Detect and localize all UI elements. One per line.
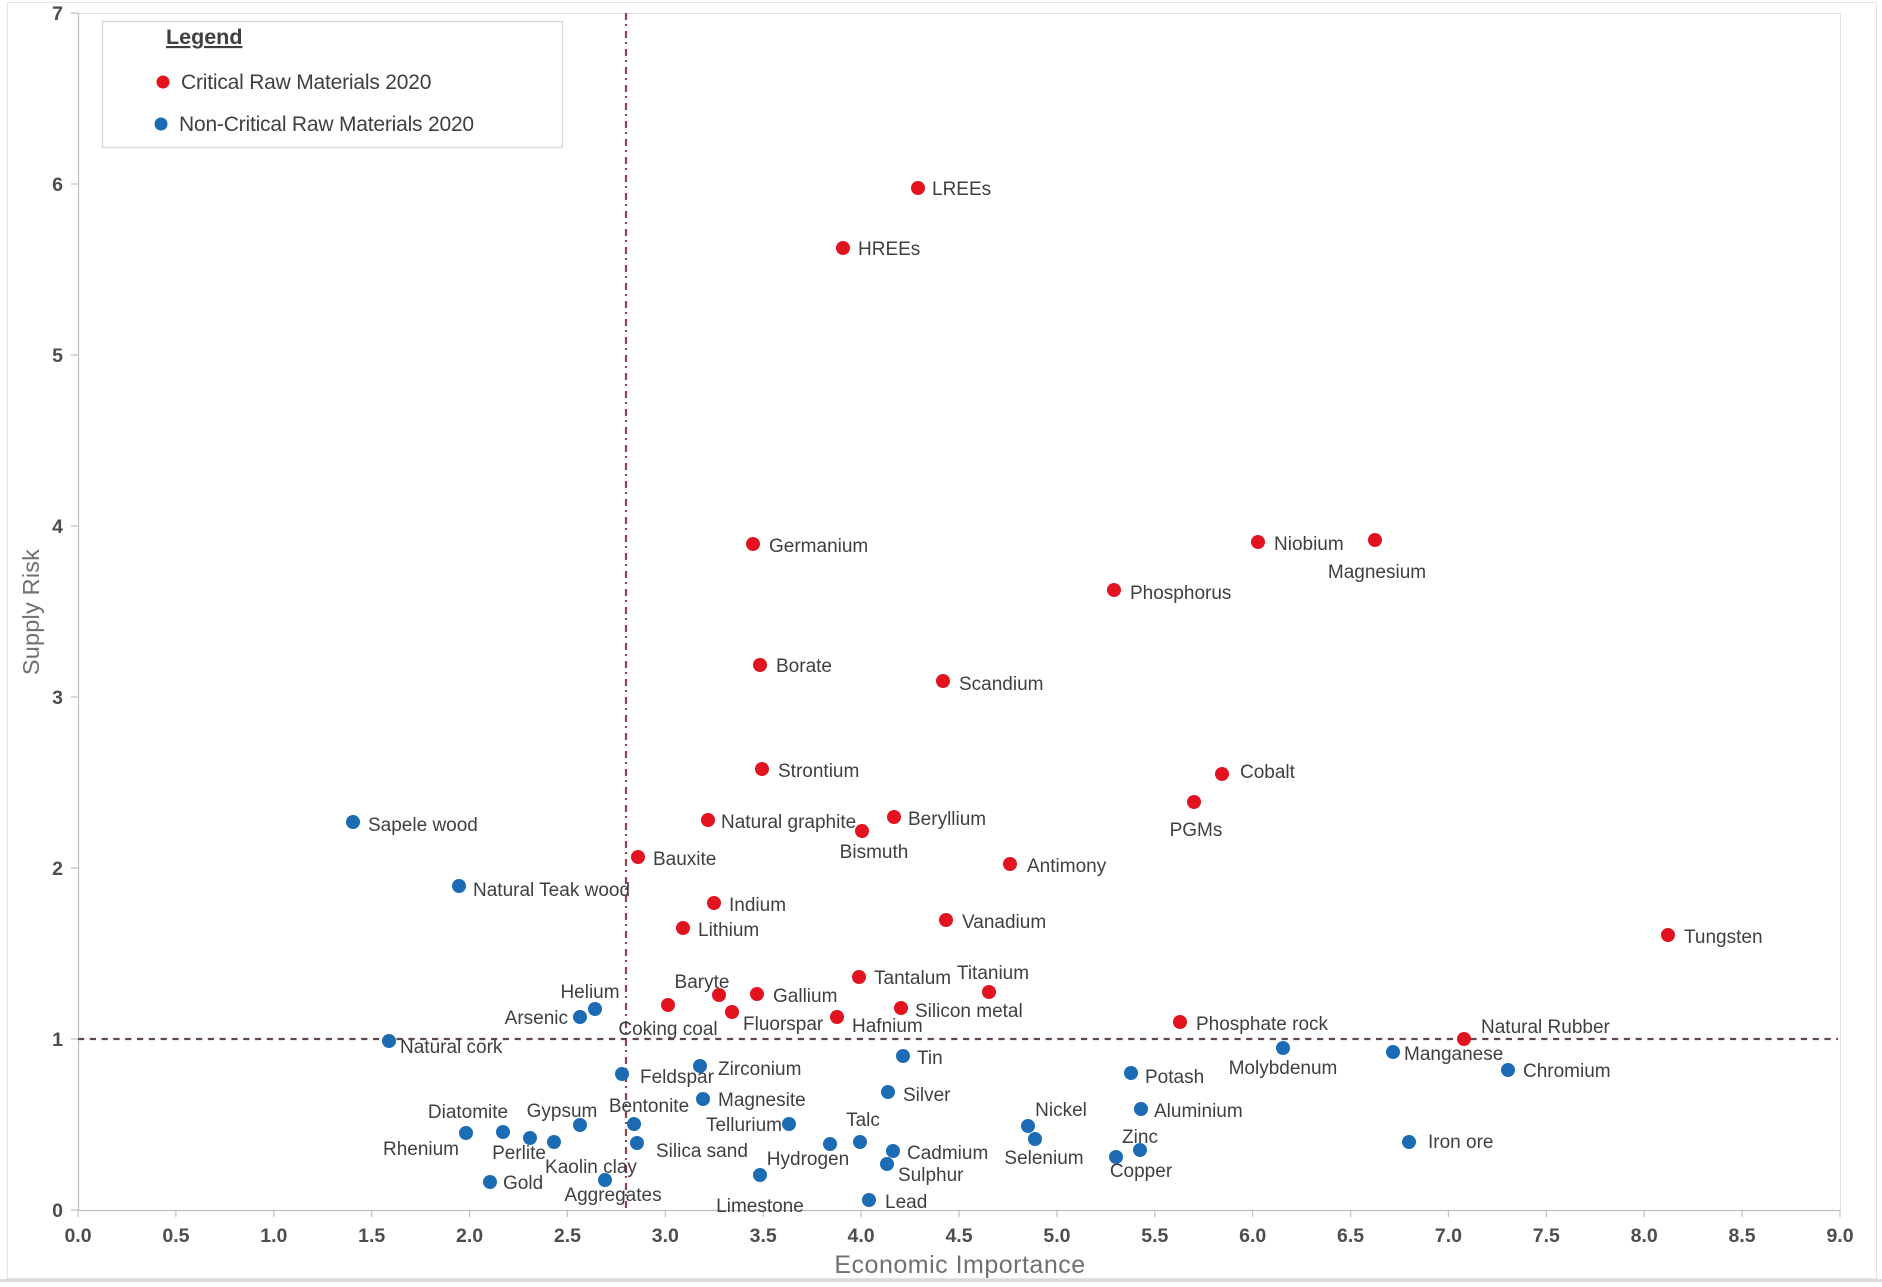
svg-text:0: 0: [52, 1200, 63, 1222]
svg-text:Feldspar: Feldspar: [640, 1067, 715, 1088]
svg-text:Kaolin clay: Kaolin clay: [545, 1157, 637, 1178]
svg-text:Limestone: Limestone: [716, 1196, 804, 1217]
svg-text:Hydrogen: Hydrogen: [767, 1149, 849, 1170]
svg-text:Rhenium: Rhenium: [383, 1139, 459, 1160]
svg-text:Tin: Tin: [917, 1048, 943, 1069]
svg-text:Tungsten: Tungsten: [1684, 927, 1763, 948]
svg-text:Critical Raw Materials 2020: Critical Raw Materials 2020: [181, 71, 431, 94]
svg-text:0.5: 0.5: [162, 1225, 189, 1247]
svg-text:Perlite: Perlite: [492, 1143, 546, 1164]
svg-text:HREEs: HREEs: [858, 239, 920, 260]
svg-text:3.0: 3.0: [652, 1225, 679, 1247]
svg-text:Indium: Indium: [729, 895, 786, 916]
svg-text:Zinc: Zinc: [1122, 1127, 1158, 1148]
svg-text:Baryte: Baryte: [675, 972, 730, 993]
svg-text:Arsenic: Arsenic: [505, 1008, 568, 1029]
svg-text:Antimony: Antimony: [1027, 856, 1107, 877]
svg-text:Nickel: Nickel: [1035, 1100, 1087, 1121]
svg-text:Titanium: Titanium: [957, 963, 1029, 984]
svg-text:2: 2: [52, 858, 63, 880]
svg-text:Silver: Silver: [903, 1085, 951, 1106]
svg-text:Bismuth: Bismuth: [840, 842, 909, 863]
svg-text:Natural Teak wood: Natural Teak wood: [473, 880, 630, 901]
svg-text:3: 3: [52, 687, 63, 709]
svg-text:Lithium: Lithium: [698, 920, 759, 941]
svg-text:Niobium: Niobium: [1274, 534, 1344, 555]
svg-text:Beryllium: Beryllium: [908, 809, 986, 830]
svg-text:9.0: 9.0: [1826, 1225, 1853, 1247]
svg-text:7: 7: [52, 3, 63, 25]
svg-text:3.5: 3.5: [750, 1225, 777, 1247]
svg-text:Bauxite: Bauxite: [653, 849, 716, 870]
svg-text:Phosphate rock: Phosphate rock: [1196, 1014, 1329, 1035]
svg-text:8.0: 8.0: [1631, 1225, 1658, 1247]
svg-text:Silicon metal: Silicon metal: [915, 1001, 1023, 1022]
svg-text:4.0: 4.0: [848, 1225, 875, 1247]
svg-text:1.5: 1.5: [358, 1225, 385, 1247]
svg-text:Supply Risk: Supply Risk: [18, 549, 44, 675]
svg-text:5: 5: [52, 345, 63, 367]
svg-text:Iron ore: Iron ore: [1428, 1132, 1493, 1153]
svg-text:Talc: Talc: [846, 1110, 880, 1131]
svg-text:Natural Rubber: Natural Rubber: [1481, 1017, 1611, 1038]
svg-text:5.5: 5.5: [1141, 1225, 1168, 1247]
svg-text:4.5: 4.5: [945, 1225, 972, 1247]
svg-text:Natural graphite: Natural graphite: [721, 812, 856, 833]
svg-text:6.0: 6.0: [1239, 1225, 1266, 1247]
svg-text:PGMs: PGMs: [1170, 820, 1223, 841]
svg-text:Vanadium: Vanadium: [962, 912, 1046, 933]
svg-text:Sulphur: Sulphur: [898, 1165, 964, 1186]
svg-text:Fluorspar: Fluorspar: [743, 1014, 824, 1035]
svg-text:2.0: 2.0: [456, 1225, 483, 1247]
svg-text:Legend: Legend: [166, 25, 242, 49]
svg-text:Helium: Helium: [560, 982, 619, 1003]
svg-text:1.0: 1.0: [260, 1225, 287, 1247]
svg-text:Tellurium: Tellurium: [706, 1115, 782, 1136]
svg-text:Scandium: Scandium: [959, 674, 1044, 695]
svg-text:Diatomite: Diatomite: [428, 1102, 508, 1123]
svg-text:Magnesite: Magnesite: [718, 1090, 806, 1111]
svg-text:Tantalum: Tantalum: [874, 968, 951, 989]
svg-text:Hafnium: Hafnium: [852, 1016, 923, 1037]
svg-text:0.0: 0.0: [64, 1225, 91, 1247]
svg-text:Economic Importance: Economic Importance: [834, 1251, 1085, 1279]
svg-text:Coking coal: Coking coal: [618, 1019, 717, 1040]
svg-text:Potash: Potash: [1145, 1067, 1204, 1088]
svg-text:Natural cork: Natural cork: [400, 1037, 503, 1058]
svg-text:Borate: Borate: [776, 656, 832, 677]
svg-text:Manganese: Manganese: [1404, 1044, 1503, 1065]
svg-text:Aggregates: Aggregates: [564, 1185, 661, 1206]
svg-text:Germanium: Germanium: [769, 536, 868, 557]
svg-text:Magnesium: Magnesium: [1328, 562, 1426, 583]
svg-text:6.5: 6.5: [1337, 1225, 1364, 1247]
svg-text:Chromium: Chromium: [1523, 1061, 1611, 1082]
svg-text:6: 6: [52, 174, 63, 196]
svg-text:Molybdenum: Molybdenum: [1229, 1058, 1338, 1079]
svg-text:1: 1: [52, 1029, 63, 1051]
svg-text:Cobalt: Cobalt: [1240, 762, 1296, 783]
svg-text:Aluminium: Aluminium: [1154, 1101, 1243, 1122]
svg-text:Gypsum: Gypsum: [527, 1101, 598, 1122]
svg-text:5.0: 5.0: [1043, 1225, 1070, 1247]
svg-text:Phosphorus: Phosphorus: [1130, 583, 1231, 604]
svg-text:7.5: 7.5: [1533, 1225, 1560, 1247]
svg-text:Strontium: Strontium: [778, 761, 859, 782]
svg-text:Gallium: Gallium: [773, 986, 837, 1007]
svg-text:4: 4: [52, 516, 63, 538]
svg-text:LREEs: LREEs: [932, 179, 991, 200]
svg-text:Bentonite: Bentonite: [609, 1096, 689, 1117]
svg-text:Gold: Gold: [503, 1173, 543, 1194]
svg-text:8.5: 8.5: [1729, 1225, 1756, 1247]
svg-text:7.0: 7.0: [1435, 1225, 1462, 1247]
svg-text:Silica sand: Silica sand: [656, 1141, 748, 1162]
svg-text:Sapele wood: Sapele wood: [368, 815, 478, 836]
svg-text:Selenium: Selenium: [1004, 1148, 1083, 1169]
svg-text:Zirconium: Zirconium: [718, 1059, 801, 1080]
svg-text:2.5: 2.5: [554, 1225, 581, 1247]
svg-text:Cadmium: Cadmium: [907, 1143, 988, 1164]
svg-text:Non-Critical Raw Materials 202: Non-Critical Raw Materials 2020: [179, 113, 474, 136]
svg-text:Lead: Lead: [885, 1192, 927, 1213]
svg-text:Copper: Copper: [1110, 1161, 1173, 1182]
